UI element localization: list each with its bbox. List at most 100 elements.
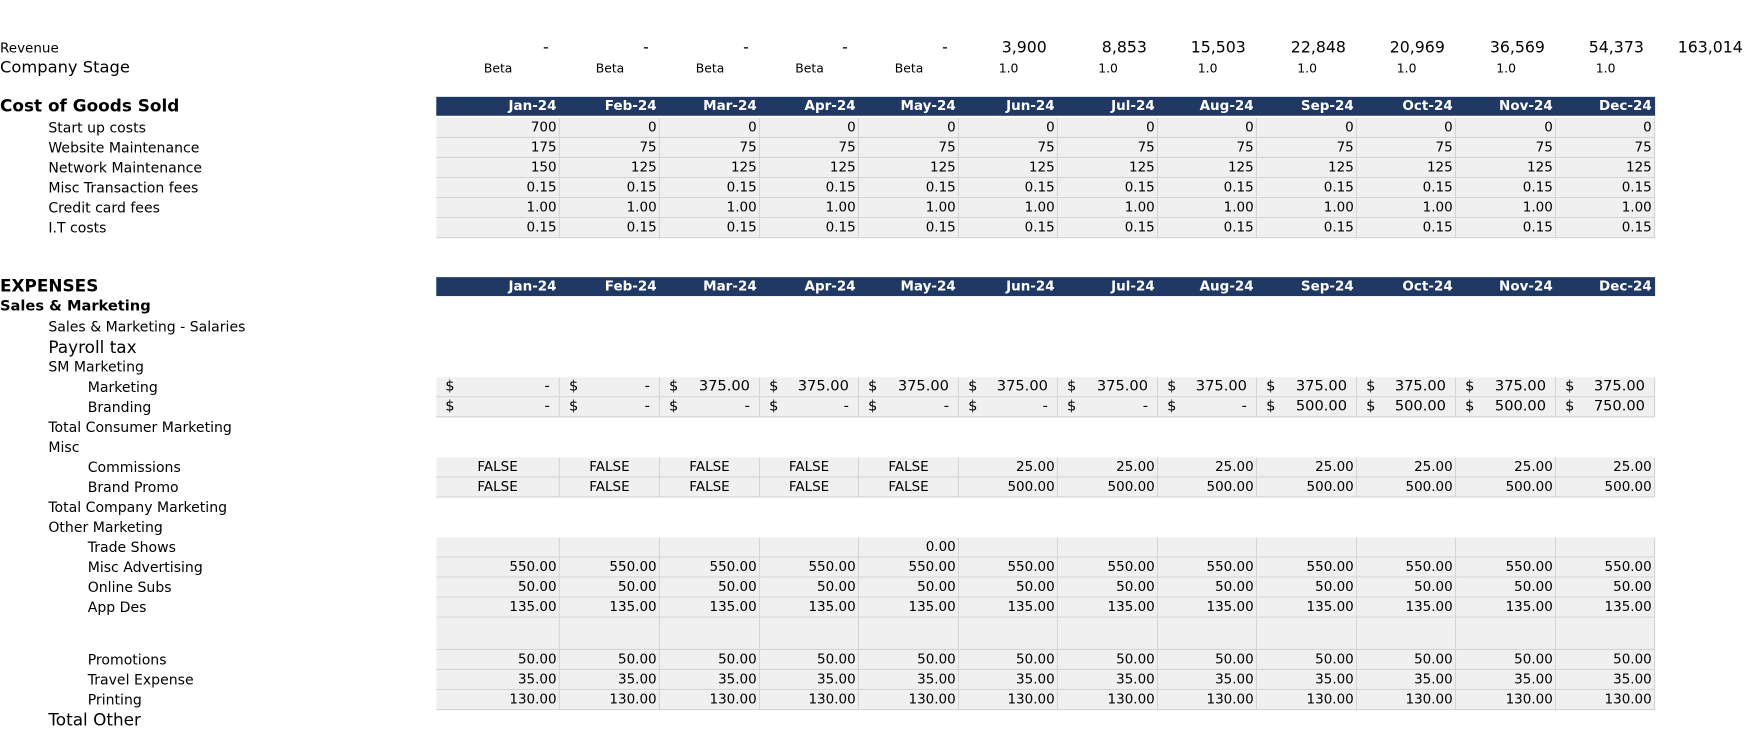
cell: 35.00 [660,670,761,691]
month-header: Mar-24 [703,97,757,114]
cell: 50.00 [959,649,1059,671]
cell: 135.00 [959,597,1059,618]
cell: 550.00 [559,557,661,578]
cell: 0.15 [859,178,960,199]
currency: $ [1067,378,1077,396]
cell: 0.15 [436,178,560,199]
month-header: Apr-24 [804,278,856,294]
row-label: Misc [48,438,80,456]
cell: 135.00 [660,597,761,618]
stage-value: 1.0 [1098,61,1118,76]
cell [436,617,560,650]
month-header: Apr-24 [804,97,856,114]
cell: 0.15 [1158,218,1258,239]
stage-value: 1.0 [1396,61,1417,76]
currency: $ [1067,398,1077,416]
row-label: Printing [87,691,142,708]
row-label: Commissions [87,458,181,476]
cell: - [559,397,661,418]
currency: $ [1266,398,1276,416]
cell: 50.00 [1158,577,1258,598]
cell: 550.00 [1158,557,1258,578]
cell [660,617,761,650]
cell [859,617,960,650]
cell: 75 [1456,138,1557,159]
cell [1357,617,1457,650]
cell: 25.00 [1556,457,1656,478]
month-header: Oct-24 [1402,278,1453,294]
currency: $ [568,378,579,396]
month-header: Jun-24 [1006,278,1055,294]
cell: 550.00 [760,557,860,578]
cell: 50.00 [1556,577,1656,598]
cell: FALSE [660,457,761,478]
cell: 550.00 [1556,557,1656,578]
cell: 50.00 [660,577,761,598]
cell: 0.15 [760,178,860,199]
cell: 0 [959,117,1059,139]
cell: 500.00 [1357,397,1457,418]
cell: 375.00 [1556,377,1656,398]
cell: 135.00 [1357,597,1457,618]
cell: 50.00 [1556,649,1656,671]
row-label: Revenue [0,40,59,56]
cell: 35.00 [1556,670,1656,691]
month-header: Dec-24 [1599,278,1652,294]
cell: 500.00 [1357,477,1457,498]
cell: 50.00 [1456,649,1557,671]
revenue-value: 8,853 [1101,38,1147,57]
cell: 0.15 [1556,218,1656,239]
row-label: App Des [87,598,147,616]
month-header: Feb-24 [604,97,657,114]
stage-value: 1.0 [1496,61,1516,76]
row-label: Start up costs [48,119,146,136]
cell: 135.00 [1158,597,1258,618]
cell [559,617,661,650]
cell [959,537,1059,558]
cell: - [1058,397,1159,418]
currency: $ [1366,398,1376,416]
cell: 550.00 [660,557,761,578]
month-header: Jul-24 [1111,278,1155,294]
cell: 125 [1058,158,1159,179]
cell: 50.00 [959,577,1059,598]
cell: 0.15 [959,218,1059,239]
cell: 130.00 [436,690,560,711]
cell: 0.15 [1357,218,1457,239]
row-label: Company Stage [0,58,130,77]
cell: 700 [436,117,560,139]
section-title: Cost of Goods Sold [0,95,180,116]
currency: $ [1366,378,1376,396]
currency: $ [1465,398,1475,416]
cell: 1.00 [660,198,761,219]
month-header: Sep-24 [1300,278,1354,294]
row-label: Marketing [87,378,158,396]
cell: 750.00 [1556,397,1656,418]
cell: 375.00 [859,377,960,398]
cell: 25.00 [1257,457,1358,478]
cell: FALSE [760,477,860,498]
row-label: Trade Shows [87,538,176,556]
cell: 1.00 [859,198,960,219]
cell: FALSE [859,477,960,498]
cell: 125 [1257,158,1358,179]
cell: 130.00 [1556,690,1656,711]
cell: 75 [1556,138,1656,159]
currency: $ [769,398,779,416]
cell: 0 [559,117,661,139]
cell: 50.00 [859,577,960,598]
cell [660,537,761,558]
cell: 375.00 [1257,377,1358,398]
row-label: Online Subs [87,578,172,596]
cell: 0.15 [1058,218,1159,239]
cell: 35.00 [1456,670,1557,691]
month-header: Jan-24 [508,97,557,114]
cell: 130.00 [1357,690,1457,711]
cell: 150 [436,158,560,179]
cell: FALSE [760,457,860,478]
cell: FALSE [436,477,560,498]
cell: 125 [760,158,860,179]
cell: 1.00 [1257,198,1358,219]
cell: 25.00 [1158,457,1258,478]
month-header: Dec-24 [1599,97,1652,114]
